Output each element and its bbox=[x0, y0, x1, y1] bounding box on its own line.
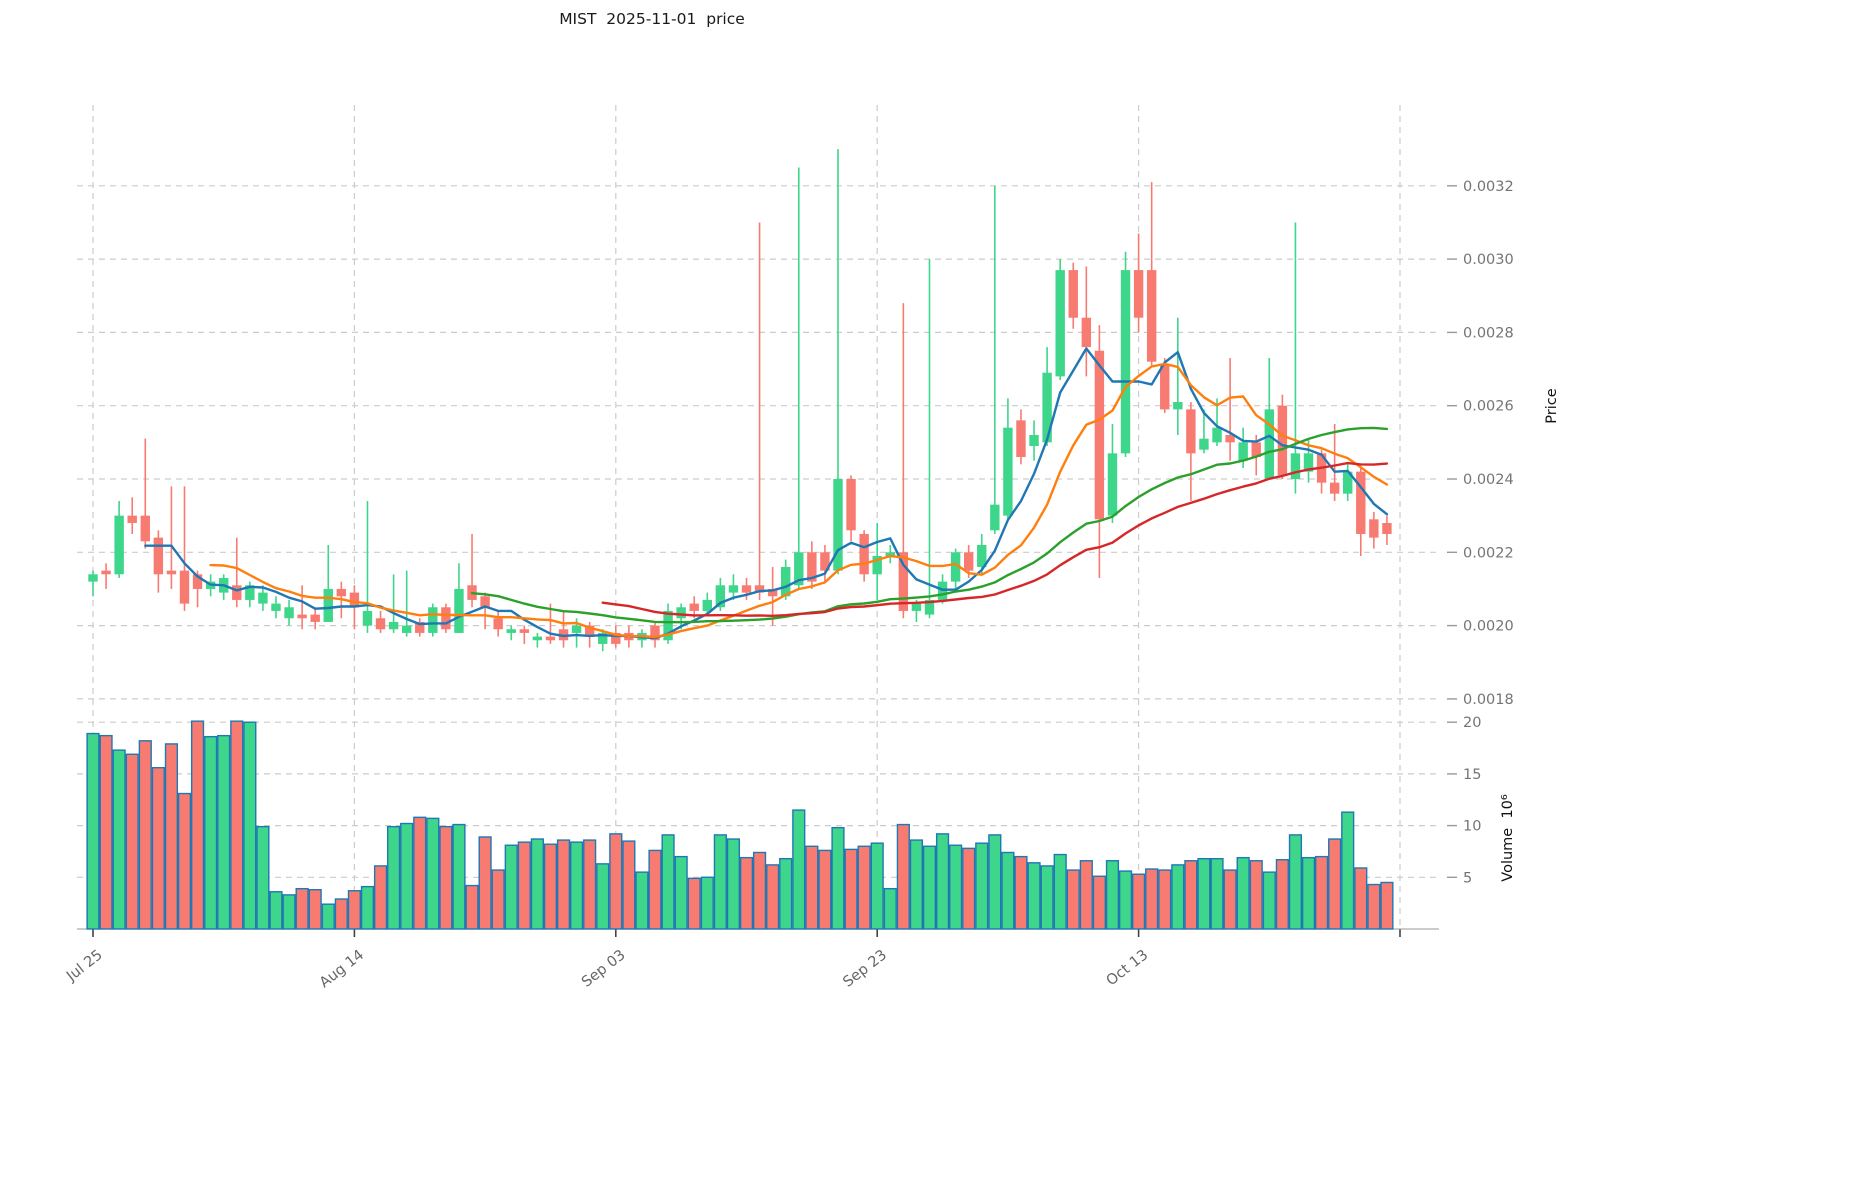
volume-axis-label-text: Volume bbox=[1500, 827, 1516, 882]
svg-text:0.0028: 0.0028 bbox=[1463, 325, 1514, 341]
svg-text:0.0020: 0.0020 bbox=[1463, 619, 1514, 635]
chart-title: MIST 2025-11-01 price bbox=[559, 10, 745, 28]
svg-text:0.0030: 0.0030 bbox=[1463, 252, 1514, 268]
svg-text:5: 5 bbox=[1463, 870, 1472, 886]
svg-text:Sep 23: Sep 23 bbox=[840, 947, 890, 991]
svg-text:10: 10 bbox=[1463, 819, 1481, 835]
svg-text:0.0018: 0.0018 bbox=[1463, 692, 1514, 708]
volume-axis-unit: 10⁶ bbox=[1500, 794, 1516, 819]
svg-text:Oct 13: Oct 13 bbox=[1104, 947, 1152, 989]
svg-text:Jul 25: Jul 25 bbox=[63, 947, 106, 985]
svg-text:0.0032: 0.0032 bbox=[1463, 179, 1514, 195]
price-axis-label: Price bbox=[1544, 388, 1560, 424]
svg-text:0.0024: 0.0024 bbox=[1463, 472, 1514, 488]
svg-text:0.0026: 0.0026 bbox=[1463, 399, 1514, 415]
svg-text:15: 15 bbox=[1463, 767, 1481, 783]
svg-text:Sep 03: Sep 03 bbox=[579, 947, 629, 991]
volume-axis-label: Volume 10⁶ bbox=[1500, 794, 1516, 881]
svg-text:0.0022: 0.0022 bbox=[1463, 545, 1514, 561]
svg-text:Aug 14: Aug 14 bbox=[317, 947, 367, 991]
svg-text:20: 20 bbox=[1463, 715, 1481, 731]
